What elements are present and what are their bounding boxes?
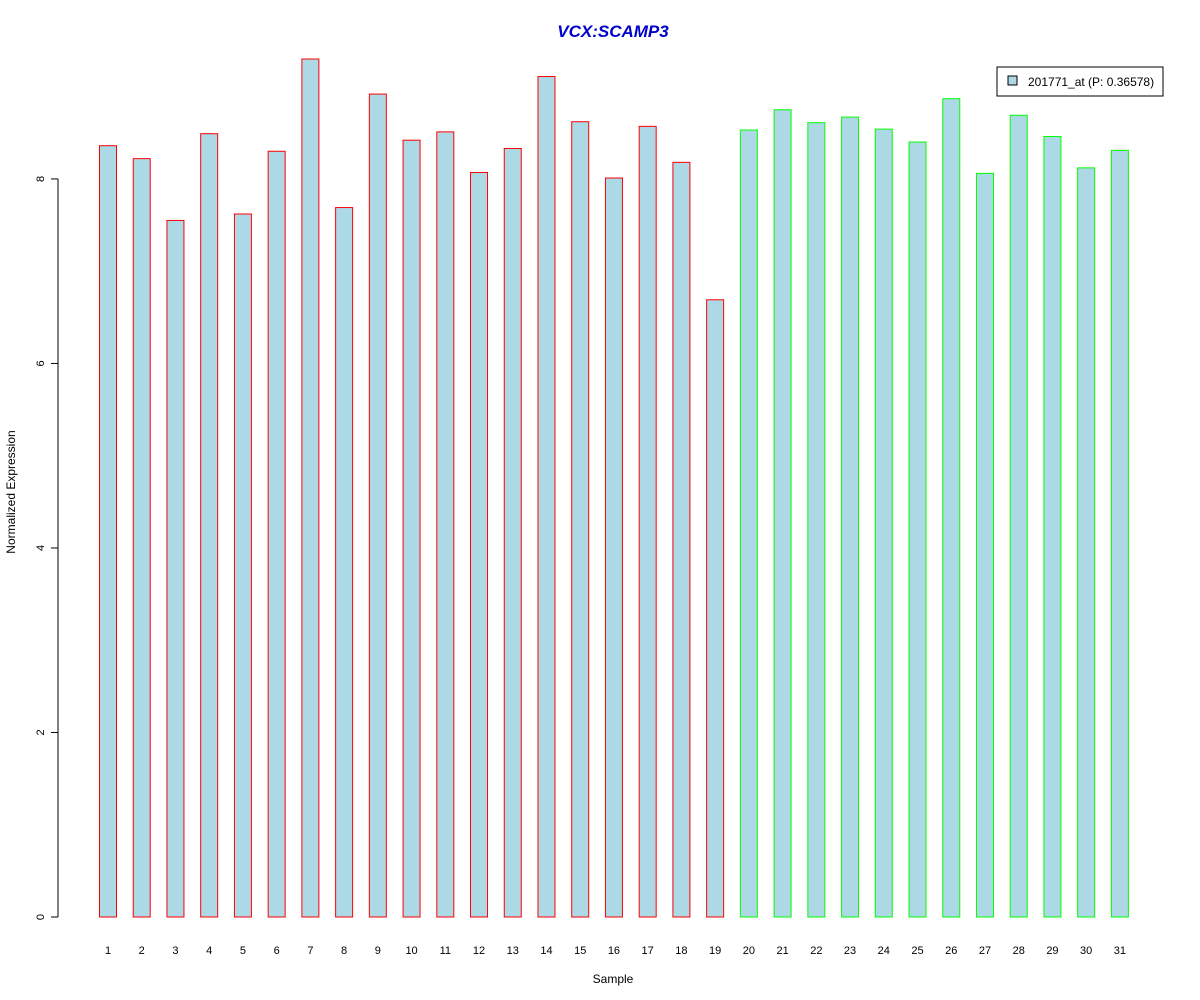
bar-sample-19 (706, 299, 725, 918)
x-tick-label: 25 (911, 945, 923, 957)
bar-sample-30 (1077, 167, 1096, 918)
x-tick-label: 9 (375, 945, 381, 957)
bar-sample-16 (604, 177, 623, 918)
x-tick-label: 10 (405, 945, 417, 957)
bar-sample-2 (132, 158, 151, 918)
y-tick-label: 2 (35, 729, 47, 735)
legend-swatch (1007, 75, 1018, 86)
x-tick-label: 5 (240, 945, 246, 957)
y-tick-label: 6 (35, 360, 47, 366)
bar-sample-5 (233, 213, 252, 918)
x-tick-label: 17 (642, 945, 654, 957)
bar-sample-13 (503, 147, 522, 918)
x-tick-label: 16 (608, 945, 620, 957)
x-tick-label: 22 (810, 945, 822, 957)
legend-label: 201771_at (P: 0.36578) (1028, 75, 1154, 89)
bar-sample-6 (267, 150, 286, 918)
bar-sample-4 (200, 133, 219, 918)
x-tick-label: 26 (945, 945, 957, 957)
x-tick-label: 6 (274, 945, 280, 957)
x-tick-label: 19 (709, 945, 721, 957)
y-axis: 0 2 4 6 8 (35, 176, 59, 920)
x-tick-label: 3 (172, 945, 178, 957)
x-tick-label: 1 (105, 945, 111, 957)
y-tick-label: 8 (35, 176, 47, 182)
bar-sample-28 (1009, 114, 1028, 918)
x-tick-label: 12 (473, 945, 485, 957)
x-tick-labels: 1 2 3 4 5 6 7 8 9 10 11 12 13 14 15 16 17 18 19 20 21 22 23 24 2… (105, 945, 1126, 957)
bar-sample-20 (739, 129, 758, 918)
x-tick-label: 28 (1013, 945, 1025, 957)
x-tick-label: 31 (1114, 945, 1126, 957)
bar-sample-29 (1043, 136, 1062, 918)
bar-sample-3 (166, 219, 185, 918)
bar-sample-25 (908, 141, 927, 918)
bar-sample-22 (807, 122, 826, 918)
y-tick-label: 4 (35, 545, 47, 551)
x-tick-label: 15 (574, 945, 586, 957)
x-axis-label: Sample (593, 972, 634, 986)
bars-group (99, 58, 1129, 918)
legend-box (996, 66, 1164, 97)
bar-sample-27 (975, 172, 994, 918)
chart-title: VCX:SCAMP3 (557, 22, 669, 41)
bar-sample-23 (841, 116, 860, 918)
x-tick-label: 8 (341, 945, 347, 957)
x-tick-label: 24 (878, 945, 890, 957)
bar-sample-11 (436, 131, 455, 918)
bar-sample-14 (537, 76, 556, 918)
bar-sample-17 (638, 125, 657, 918)
bar-sample-12 (470, 171, 489, 918)
bar-sample-9 (368, 93, 387, 918)
y-tick-label: 0 (35, 914, 47, 920)
x-tick-label: 14 (540, 945, 552, 957)
x-tick-label: 30 (1080, 945, 1092, 957)
x-tick-label: 7 (307, 945, 313, 957)
bar-sample-26 (942, 98, 961, 918)
x-tick-label: 21 (776, 945, 788, 957)
bar-sample-24 (874, 128, 893, 918)
bar-sample-21 (773, 109, 792, 918)
bar-sample-15 (571, 121, 590, 918)
bar-sample-7 (301, 58, 320, 918)
x-tick-label: 20 (743, 945, 755, 957)
bar-sample-18 (672, 161, 691, 918)
y-axis-label: Normalized Expression (4, 430, 18, 553)
x-tick-label: 23 (844, 945, 856, 957)
legend: 201771_at (P: 0.36578) (996, 66, 1164, 97)
x-tick-label: 11 (440, 945, 451, 957)
x-tick-label: 4 (206, 945, 212, 957)
x-tick-label: 27 (979, 945, 991, 957)
bar-sample-8 (335, 207, 354, 918)
x-tick-label: 2 (139, 945, 145, 957)
bar-sample-1 (99, 145, 117, 918)
x-tick-label: 18 (675, 945, 687, 957)
x-tick-label: 13 (507, 945, 519, 957)
bar-sample-10 (402, 139, 421, 918)
bar-sample-31 (1110, 149, 1129, 918)
x-tick-label: 29 (1046, 945, 1058, 957)
